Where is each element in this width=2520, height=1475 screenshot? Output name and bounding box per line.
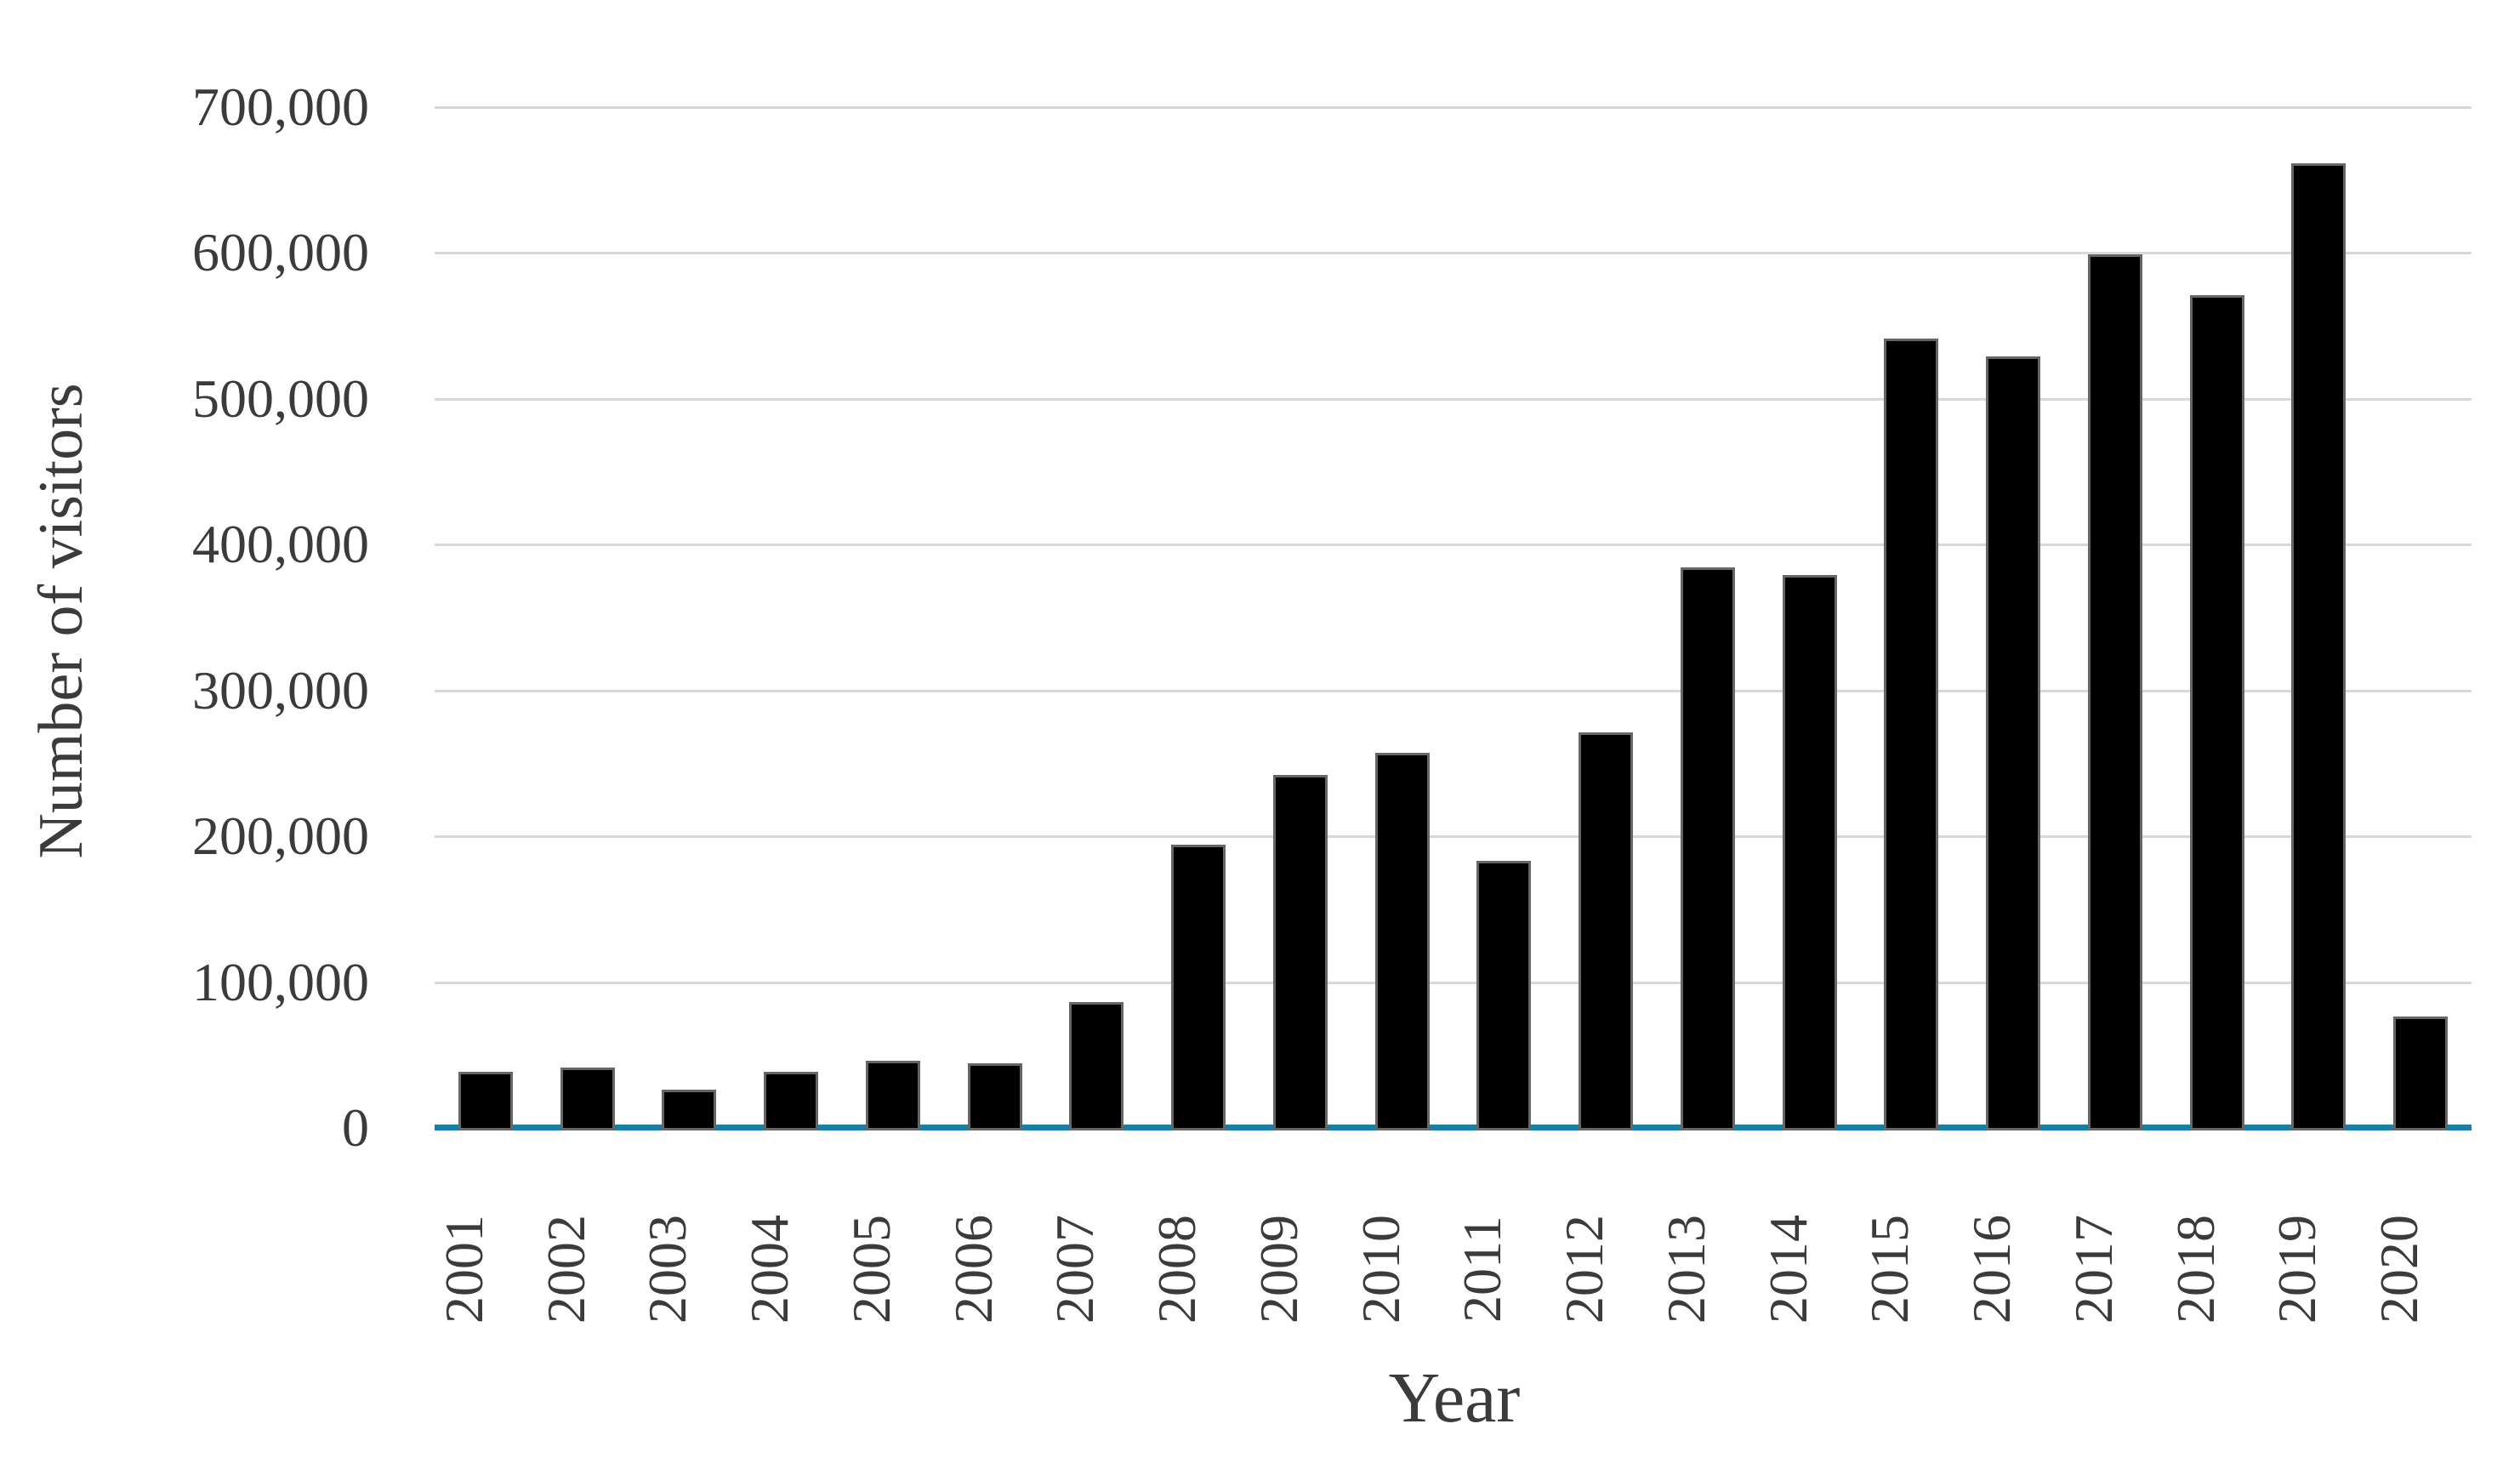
bar-2020	[2393, 1017, 2448, 1130]
y-tick-500000: 500,000	[192, 367, 369, 429]
x-tick-2019: 2019	[2267, 1215, 2327, 1324]
bar-2013	[1681, 567, 1735, 1130]
x-tick-2013: 2013	[1656, 1215, 1716, 1324]
bar-2001	[458, 1072, 513, 1130]
bar-2009	[1273, 775, 1328, 1130]
x-tick-2009: 2009	[1249, 1215, 1309, 1324]
x-tick-2007: 2007	[1044, 1215, 1105, 1324]
y-tick-100000: 100,000	[192, 951, 369, 1012]
x-tick-2001: 2001	[434, 1215, 494, 1324]
bar-2008	[1171, 845, 1226, 1130]
bar-2011	[1476, 861, 1531, 1130]
gridline-600000	[435, 252, 2472, 255]
x-tick-2002: 2002	[536, 1215, 596, 1324]
y-tick-200000: 200,000	[192, 806, 369, 867]
x-tick-2003: 2003	[637, 1215, 697, 1324]
x-tick-2005: 2005	[841, 1215, 902, 1324]
bar-2015	[1884, 339, 1938, 1130]
y-tick-600000: 600,000	[192, 222, 369, 283]
bar-2005	[866, 1061, 920, 1130]
x-tick-2008: 2008	[1146, 1215, 1207, 1324]
gridline-200000	[435, 835, 2472, 839]
y-tick-300000: 300,000	[192, 659, 369, 720]
bar-2014	[1783, 575, 1837, 1130]
bar-2019	[2291, 163, 2346, 1130]
x-axis-title: Year	[1388, 1358, 1521, 1438]
gridline-700000	[435, 106, 2472, 109]
y-tick-400000: 400,000	[192, 514, 369, 575]
y-tick-700000: 700,000	[192, 77, 369, 137]
x-tick-2004: 2004	[739, 1215, 799, 1324]
gridline-400000	[435, 544, 2472, 547]
bar-2017	[2088, 254, 2142, 1130]
x-tick-2012: 2012	[1554, 1215, 1614, 1324]
x-tick-2015: 2015	[1859, 1215, 1920, 1324]
gridline-500000	[435, 397, 2472, 401]
x-tick-2014: 2014	[1758, 1215, 1818, 1324]
gridline-100000	[435, 981, 2472, 984]
bar-2012	[1579, 732, 1633, 1130]
x-tick-2010: 2010	[1351, 1215, 1411, 1324]
bar-2016	[1986, 356, 2040, 1130]
y-tick-0: 0	[342, 1097, 369, 1158]
x-tick-2018: 2018	[2165, 1215, 2226, 1324]
bar-2007	[1069, 1002, 1123, 1130]
bar-2002	[560, 1068, 615, 1130]
bar-2010	[1375, 753, 1430, 1130]
bar-2004	[764, 1072, 818, 1130]
bar-2018	[2190, 295, 2244, 1130]
bar-2003	[662, 1090, 716, 1130]
x-tick-2011: 2011	[1452, 1216, 1512, 1323]
bar-2006	[968, 1063, 1022, 1130]
x-tick-2016: 2016	[1961, 1215, 2022, 1324]
x-tick-2017: 2017	[2063, 1215, 2124, 1324]
x-tick-2006: 2006	[943, 1215, 1004, 1324]
x-tick-2020: 2020	[2369, 1215, 2429, 1324]
y-axis-title: Number of visitors	[26, 383, 96, 859]
gridline-300000	[435, 689, 2472, 692]
x-axis-baseline	[435, 1125, 2472, 1130]
